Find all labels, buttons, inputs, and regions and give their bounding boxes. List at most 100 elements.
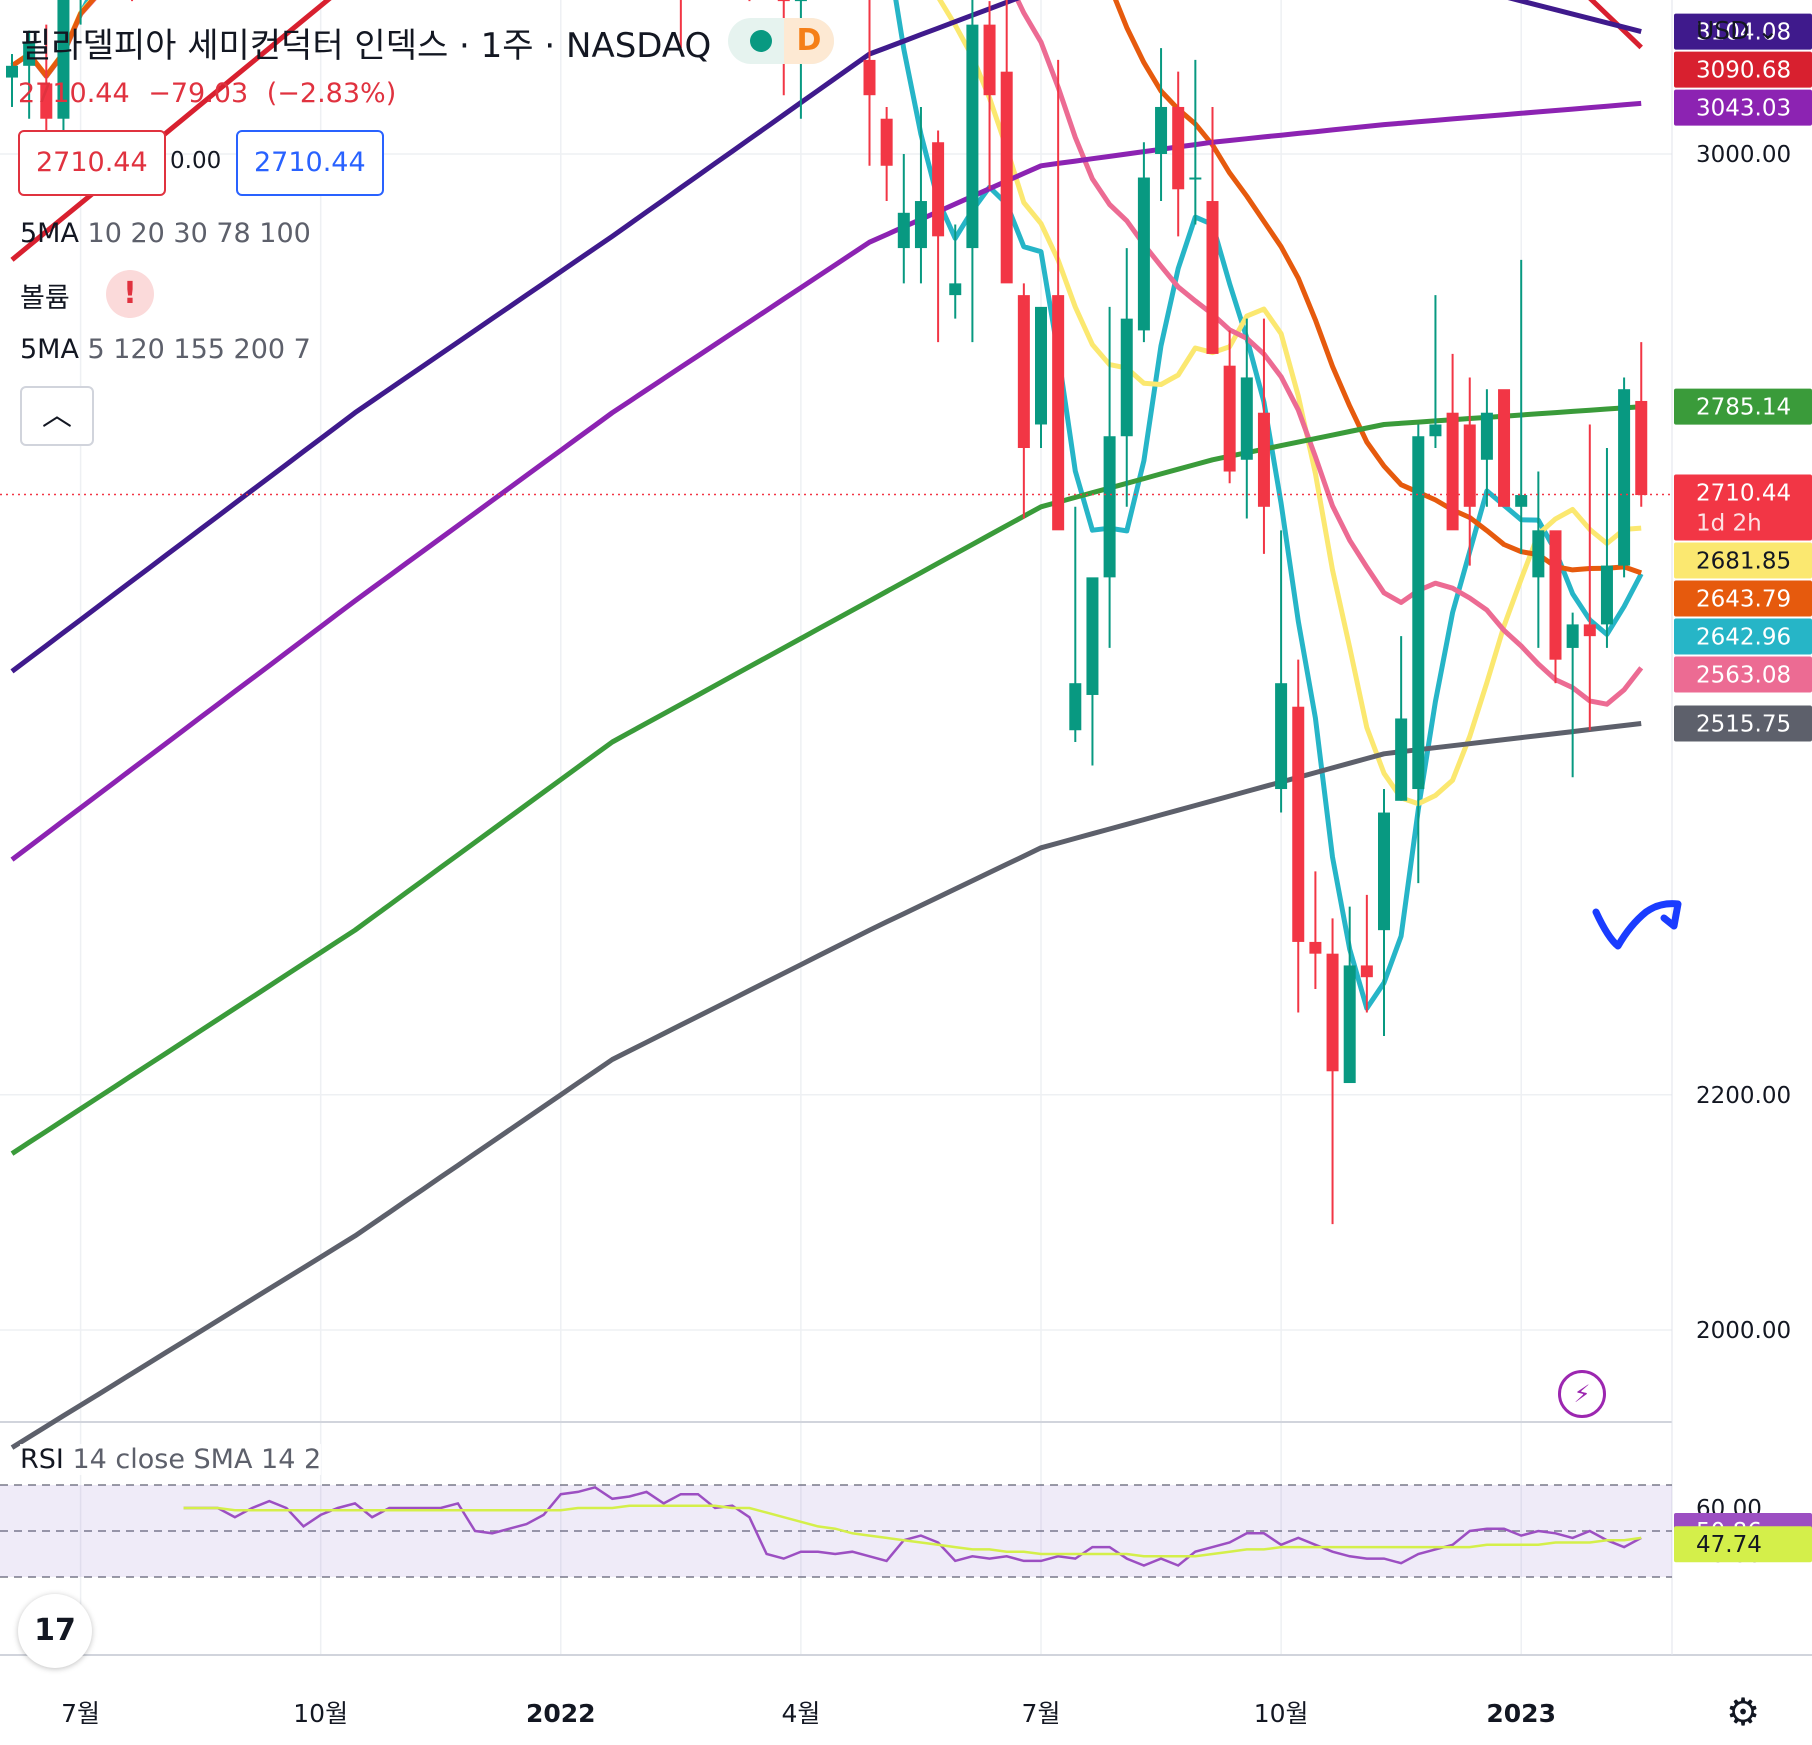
time-tick-label: 10월 [293,1699,348,1728]
time-axis[interactable]: 7월 10월 2022 4월 7월 10월 2023 [61,1699,1556,1728]
candle-down [1172,106,1185,190]
candle-down [40,83,53,119]
candle-down [777,0,790,2]
indicator-volume[interactable]: 볼륨 [20,276,70,315]
price-label-text: 2515.75 [1696,711,1791,737]
tradingview-logo-icon[interactable]: 17 [18,1594,92,1668]
symbol-title[interactable]: 필라델피아 세미컨덕터 인덱스 · 1주 · NASDAQ [20,26,712,66]
time-tick-label: 7월 [61,1699,100,1728]
price-label-badge [1674,89,1812,126]
candle-up [1069,683,1082,731]
ma-line-ma120 [10,100,1642,862]
candle-up [1343,965,1356,1084]
delayed-badge: D [784,18,834,64]
ma-line-ma155 [10,404,1642,1156]
candle-down [1292,706,1305,942]
time-tick-label: 4월 [781,1699,820,1728]
ma-line-ma10 [10,0,1642,807]
price-axis[interactable]: 4000.003800.003600.003400.003200.003000.… [1674,0,1812,1568]
price-label-badge [1674,51,1812,88]
candle-up [1035,306,1047,425]
candle-down [1446,412,1459,531]
market-status-pill[interactable]: D [728,18,834,64]
grid-lines [0,0,1812,1656]
candle-up [1378,812,1390,931]
candle-up [1412,436,1425,790]
price-label-text: 2642.96 [1696,625,1791,651]
candle-up [1618,389,1631,566]
candle-up [1275,683,1288,790]
countdown-label: 1d 2h [1696,511,1762,537]
indicator-name: 5MA [20,334,79,365]
candle-up [6,65,18,78]
chevron-up-icon[interactable]: ︿ [20,386,94,446]
candle-down [1498,389,1511,507]
candle-up [966,24,979,249]
ma-line-ma20 [10,0,1644,707]
price-label-text: 3104.08 [1696,20,1791,46]
candle-up [1155,106,1168,154]
indicator-params: 14 close SMA 14 2 [72,1444,322,1475]
price-label-badge [1674,388,1812,425]
indicator-name: 5MA [20,218,79,249]
price-label-badge [1674,618,1812,655]
indicator-rsi[interactable]: RSI 14 close SMA 14 2 [20,1444,322,1475]
candle-up [897,212,910,249]
sell-button[interactable]: 2710.44 [18,130,166,196]
candle-up [1103,436,1116,578]
ma-line-ma5 [10,0,1644,1011]
ma-line-ma30 [10,0,1643,576]
candle-down [1257,412,1270,507]
indicator-ma-1[interactable]: 5MA 10 20 30 78 100 [20,218,311,249]
currency-label: USD [1696,16,1750,45]
candle-down [932,142,945,237]
candle-down [1223,365,1236,472]
candle-down [1000,71,1013,284]
price-label-text: 2681.85 [1696,549,1791,575]
candle-down [1360,965,1373,978]
rsi-line-rsi [183,1485,1642,1567]
rsi-value-text: 47.74 [1696,1532,1762,1558]
candle-up [1429,424,1442,437]
time-tick-label: 10월 [1254,1699,1309,1728]
candle-down [1326,953,1339,1072]
currency-selector[interactable]: USD ⌄ [1696,16,1778,45]
price-label-badge [1674,542,1812,579]
candle-up [1395,718,1408,801]
candle-up [1240,377,1253,460]
buy-button[interactable]: 2710.44 [236,130,384,196]
candle-down [983,24,996,96]
price-tick-label: 2000.00 [1696,1318,1791,1344]
gear-icon[interactable]: ⚙ [1726,1690,1761,1734]
spread-value: 0.00 [170,148,222,174]
indicator-ma-2[interactable]: 5MA 5 120 155 200 7 [20,334,311,365]
price-change: −79.03 [148,78,249,109]
lightning-icon[interactable]: ⚡ [1558,1370,1606,1418]
time-tick-label: 2022 [526,1699,596,1728]
rsi-value-badge [1674,1526,1812,1563]
rsi-line-rsi-sma [183,1504,1642,1558]
rsi-band [0,1485,1672,1577]
exclamation-icon[interactable]: ! [106,270,154,318]
price-label-badge [1674,474,1812,541]
candle-up [1566,624,1579,648]
candle-down [1583,624,1596,637]
price-quote: 2710.44 −79.03 (−2.83%) [18,78,406,109]
candle-down [1017,295,1030,448]
candle-down [1635,400,1648,496]
price-label-text: 2785.14 [1696,395,1791,421]
time-tick-label: 7월 [1022,1699,1061,1728]
candle-down [1206,201,1219,354]
indicator-name: 볼륨 [20,283,70,314]
price-label-text: 3043.03 [1696,96,1791,122]
ma-line-ma200 [10,721,1642,1450]
hand-drawn-check-annotation [1592,900,1682,950]
candle-up [23,42,36,66]
ma-line-ma100 [10,0,1642,674]
price-tick-label: 2200.00 [1696,1083,1791,1109]
ma-line-ma78 [10,0,1643,262]
price-label-badge [1674,580,1812,617]
candle-up [914,201,927,249]
price-label-text: 2563.08 [1696,663,1791,689]
